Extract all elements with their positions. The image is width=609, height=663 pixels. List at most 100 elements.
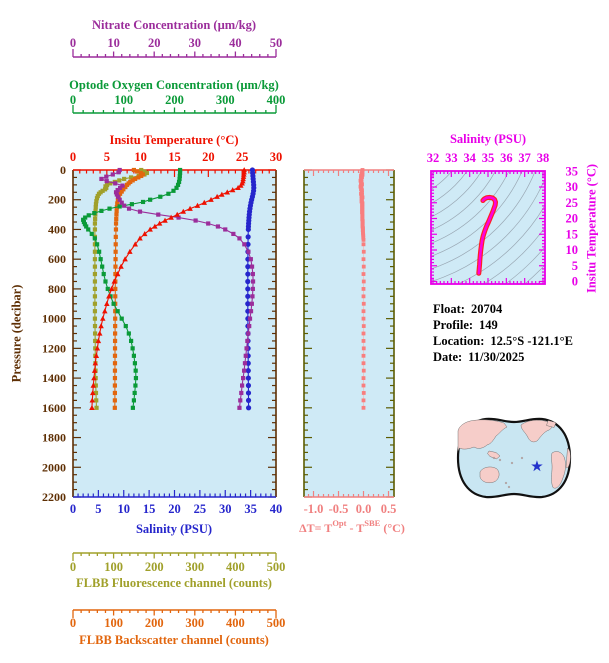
svg-text:1000: 1000 [42, 312, 66, 326]
svg-text:32: 32 [427, 151, 440, 165]
svg-text:300: 300 [185, 560, 204, 574]
svg-text:1200: 1200 [42, 341, 66, 355]
map-land [551, 451, 566, 489]
svg-text:300: 300 [185, 616, 204, 630]
metadata-date: Date: 11/30/2025 [433, 350, 525, 364]
svg-text:10: 10 [566, 243, 579, 257]
svg-text:40: 40 [270, 502, 283, 516]
svg-text:300: 300 [216, 93, 235, 107]
svg-text:50: 50 [270, 36, 283, 50]
svg-text:15: 15 [168, 150, 181, 164]
metadata-profile: Profile: 149 [433, 318, 498, 332]
svg-text:0: 0 [60, 163, 66, 177]
svg-text:25: 25 [194, 502, 207, 516]
svg-text:15: 15 [143, 502, 156, 516]
svg-text:2000: 2000 [42, 460, 66, 474]
svg-text:33: 33 [445, 151, 458, 165]
svg-text:0.5: 0.5 [381, 502, 397, 516]
series-nitrate [99, 167, 256, 410]
svg-text:20: 20 [148, 36, 161, 50]
svg-text:100: 100 [104, 560, 123, 574]
svg-text:10: 10 [107, 36, 120, 50]
svg-text:200: 200 [145, 616, 164, 630]
salinity-axis-title: Salinity (PSU) [135, 522, 213, 536]
float-metadata: Float: 20704 Profile: 149 Location: 12.5°S … [433, 301, 573, 365]
svg-text:20: 20 [168, 502, 181, 516]
svg-text:1600: 1600 [42, 401, 66, 415]
main-profile-plot: 0200400600800100012001400160018002000220… [42, 150, 282, 516]
svg-text:38: 38 [537, 151, 550, 165]
svg-text:0.0: 0.0 [356, 502, 372, 516]
world-map: ★ [456, 417, 572, 499]
map-land [520, 419, 552, 443]
ts-profile-curve [477, 196, 497, 275]
svg-text:1400: 1400 [42, 371, 66, 385]
svg-text:400: 400 [48, 222, 66, 236]
svg-text:35: 35 [482, 151, 495, 165]
metadata-float: Float: 20704 [433, 302, 503, 316]
svg-text:400: 400 [226, 616, 245, 630]
svg-text:2200: 2200 [42, 490, 66, 504]
temperature-axis-title: Insitu Temperature (°C) [109, 133, 239, 147]
svg-text:30: 30 [189, 36, 202, 50]
fluorescence-axis: 0 100 200 300 400 500 [70, 552, 286, 574]
svg-text:34: 34 [463, 151, 476, 165]
svg-text:800: 800 [48, 282, 66, 296]
svg-text:35: 35 [566, 164, 579, 178]
metadata-location: Location: 12.5°S -121.1°E [433, 334, 573, 348]
svg-text:0: 0 [70, 560, 76, 574]
svg-text:0: 0 [572, 275, 578, 289]
svg-text:37: 37 [518, 151, 531, 165]
svg-text:400: 400 [267, 93, 286, 107]
oxygen-axis: 0 100 200 300 400 [70, 93, 286, 114]
svg-text:-0.5: -0.5 [329, 502, 349, 516]
map-land [479, 466, 500, 483]
svg-text:200: 200 [48, 193, 66, 207]
svg-text:20: 20 [202, 150, 215, 164]
svg-text:0: 0 [70, 36, 76, 50]
map-land [457, 419, 508, 452]
svg-text:20: 20 [566, 212, 579, 226]
series-oxygen [81, 167, 183, 410]
svg-text:1800: 1800 [42, 431, 66, 445]
nitrate-axis: 0 10 20 30 40 50 [70, 36, 283, 58]
svg-text:600: 600 [48, 252, 66, 266]
ts-temperature-label: Insitu Temperature (°C) [584, 163, 599, 294]
svg-text:100: 100 [114, 93, 133, 107]
svg-text:-1.0: -1.0 [304, 502, 324, 516]
svg-text:35: 35 [244, 502, 257, 516]
svg-text:25: 25 [566, 196, 579, 210]
svg-text:30: 30 [566, 180, 579, 194]
series-delta-t [358, 168, 366, 410]
svg-text:40: 40 [229, 36, 242, 50]
svg-text:0: 0 [70, 502, 76, 516]
svg-text:500: 500 [267, 560, 286, 574]
pressure-axis-label: Pressure (decibar) [9, 284, 24, 383]
svg-text:15: 15 [566, 227, 579, 241]
svg-text:10: 10 [118, 502, 131, 516]
oxygen-axis-title: Optode Oxygen Concentration (µm/kg) [69, 78, 279, 92]
svg-text:0: 0 [70, 616, 76, 630]
delta-t-axis-label: ΔT= TOpt - TSBE (°C) [299, 518, 405, 535]
svg-text:0: 0 [70, 150, 76, 164]
nitrate-axis-title: Nitrate Concentration (µm/kg) [91, 18, 257, 32]
svg-text:0: 0 [70, 93, 76, 107]
svg-text:5: 5 [95, 502, 101, 516]
fluorescence-axis-title: FLBB Fluorescence channel (counts) [76, 576, 272, 590]
float-location-star: ★ [531, 459, 543, 474]
map-land [487, 450, 501, 460]
svg-text:100: 100 [104, 616, 123, 630]
ts-title: Salinity (PSU) [449, 132, 527, 146]
svg-text:30: 30 [219, 502, 232, 516]
svg-text:36: 36 [500, 151, 513, 165]
map-land [546, 420, 557, 428]
map-land [565, 447, 571, 469]
backscatter-axis: 0 100 200 300 400 500 [70, 609, 285, 630]
svg-text:400: 400 [226, 560, 245, 574]
backscatter-axis-title: FLBB Backscatter channel (counts) [79, 633, 269, 647]
svg-text:200: 200 [145, 560, 164, 574]
svg-text:10: 10 [134, 150, 147, 164]
